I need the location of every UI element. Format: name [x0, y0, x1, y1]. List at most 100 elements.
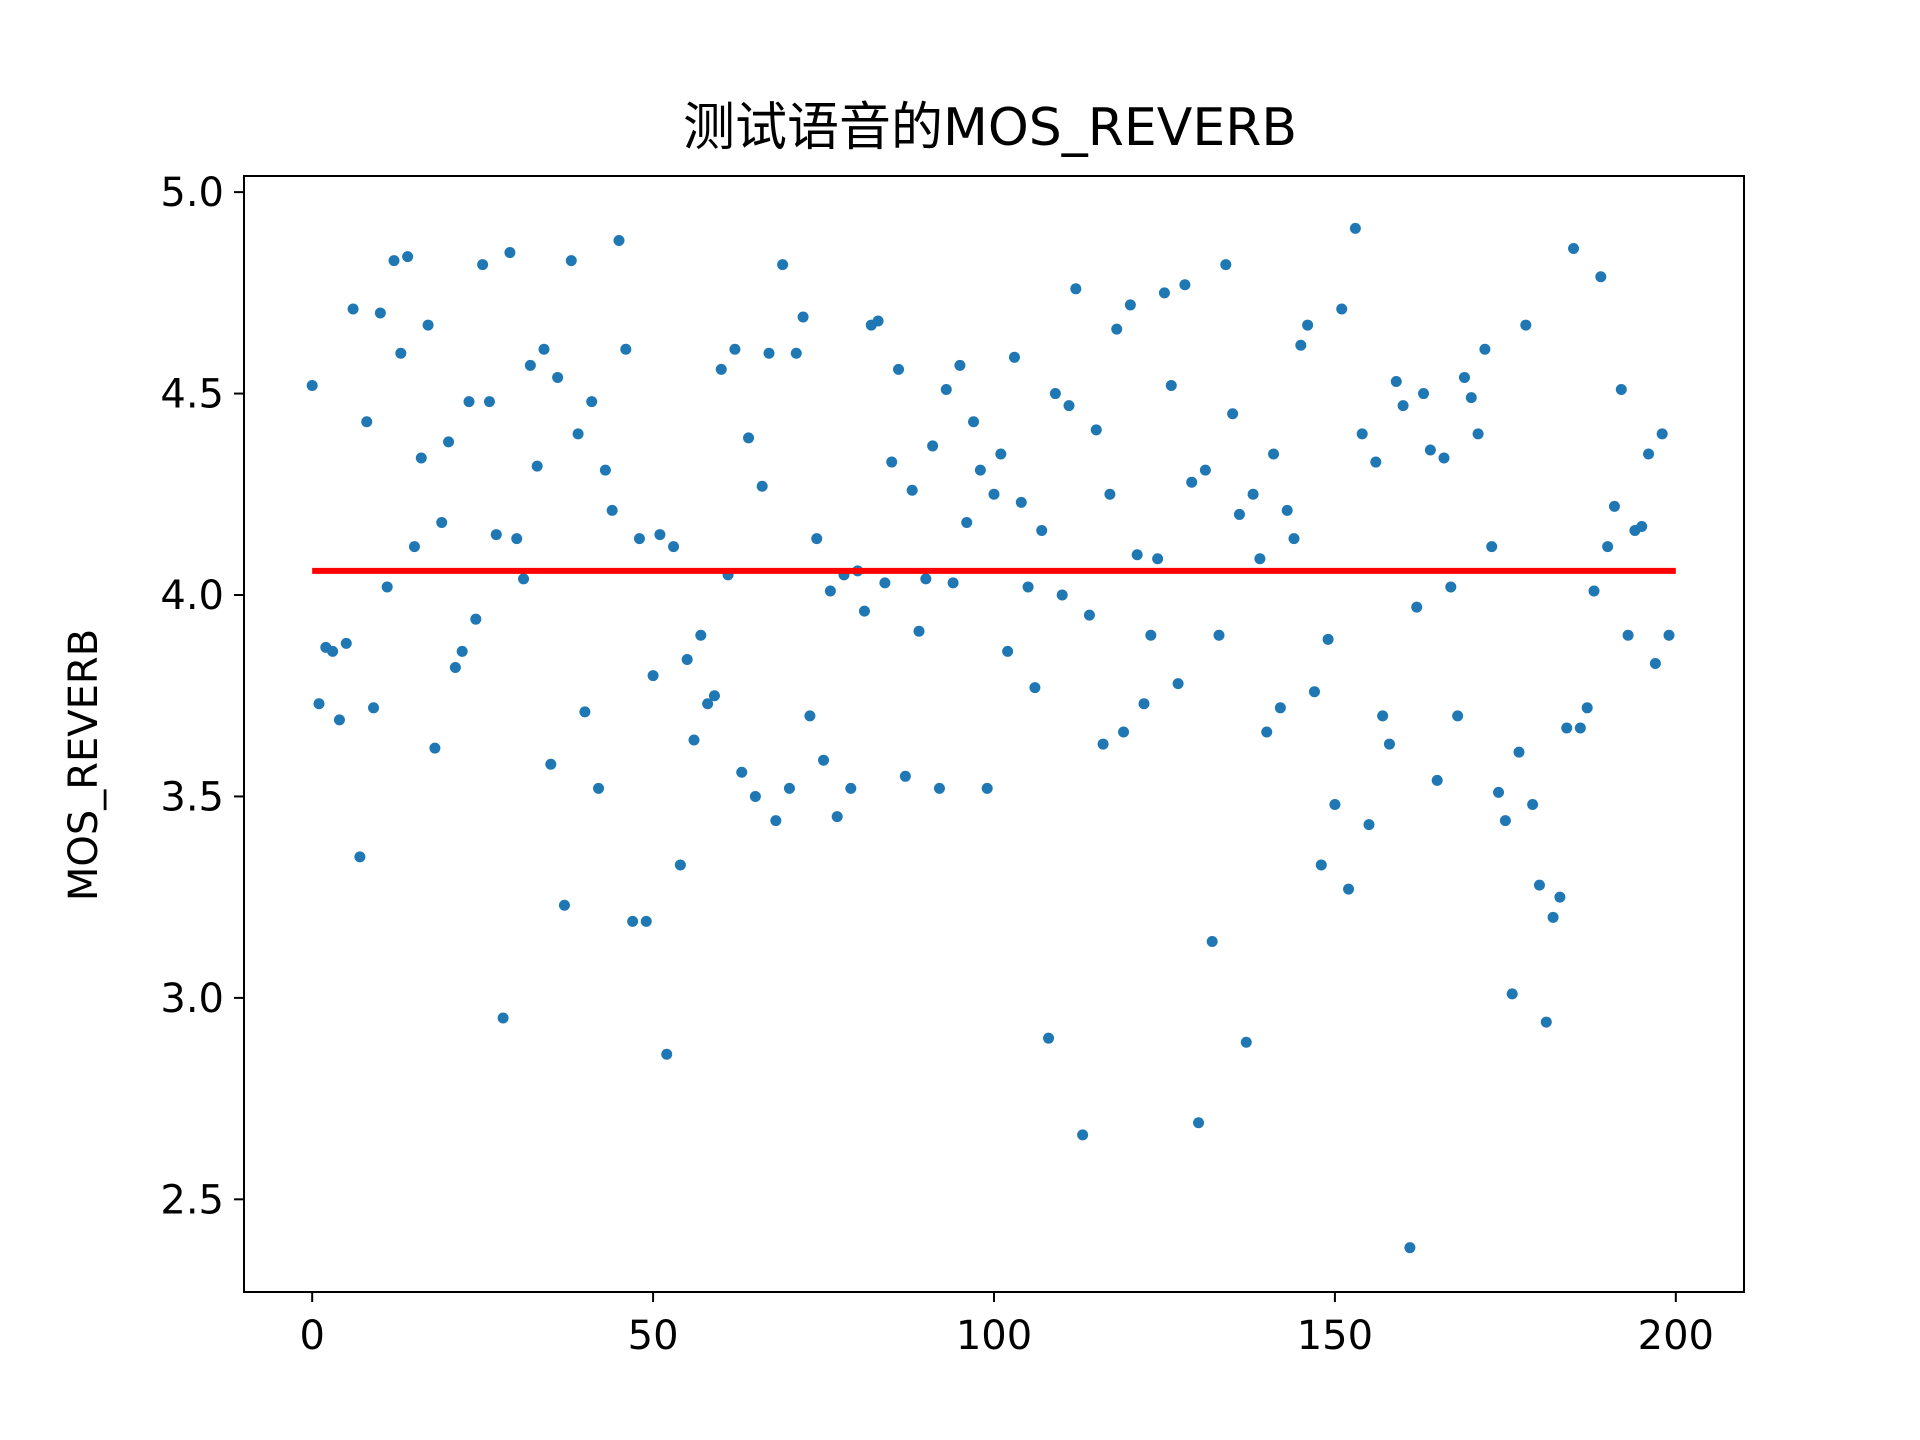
data-point [695, 629, 707, 641]
data-point [1356, 428, 1368, 440]
data-point [1486, 541, 1498, 553]
y-tick-label: 2.5 [160, 1177, 224, 1223]
data-point [1315, 859, 1327, 871]
data-point [736, 766, 748, 778]
data-point [661, 1048, 673, 1060]
data-point [633, 533, 645, 545]
data-point [1397, 400, 1409, 412]
data-point [1322, 633, 1334, 645]
data-point [1165, 380, 1177, 392]
data-point [1608, 500, 1620, 512]
data-point [783, 782, 795, 794]
data-point [470, 613, 482, 625]
data-point [674, 859, 686, 871]
data-point [743, 432, 755, 444]
data-point [763, 347, 775, 359]
data-point [947, 577, 959, 589]
data-point [1247, 488, 1259, 500]
data-point [777, 259, 789, 271]
data-point [1533, 879, 1545, 891]
data-point [1370, 456, 1382, 468]
data-point [1274, 702, 1286, 714]
chart-title: 测试语音的MOS_REVERB [683, 98, 1297, 158]
data-point [436, 516, 448, 528]
data-point [381, 581, 393, 593]
data-point [1581, 702, 1593, 714]
data-point [1574, 722, 1586, 734]
data-point [804, 710, 816, 722]
data-point [824, 585, 836, 597]
data-point [518, 573, 530, 585]
data-point [715, 363, 727, 375]
data-point [1308, 686, 1320, 698]
data-point [1465, 392, 1477, 404]
data-point [756, 480, 768, 492]
data-point [368, 702, 380, 714]
data-point [477, 259, 489, 271]
data-point [1295, 339, 1307, 351]
x-axis-ticks: 0 50 100 150 200 [299, 1292, 1714, 1359]
data-point [1186, 476, 1198, 488]
data-point [954, 359, 966, 371]
data-point [1172, 678, 1184, 690]
y-tick-label: 3.0 [160, 976, 224, 1022]
data-point [940, 384, 952, 396]
data-point [606, 504, 618, 516]
data-point [1383, 738, 1395, 750]
data-point [1022, 581, 1034, 593]
data-point [415, 452, 427, 464]
data-point [974, 464, 986, 476]
data-point [1390, 375, 1402, 387]
data-point [463, 396, 475, 408]
data-point [538, 343, 550, 355]
data-point [872, 315, 884, 327]
data-point [1213, 629, 1225, 641]
data-point [1179, 279, 1191, 291]
data-point [449, 662, 461, 674]
data-point [1363, 819, 1375, 831]
data-point [497, 1012, 509, 1024]
data-point [1663, 629, 1675, 641]
data-point [627, 915, 639, 927]
data-point [599, 464, 611, 476]
plot-area-frame [243, 175, 1745, 1293]
data-point [1077, 1129, 1089, 1141]
data-point [620, 343, 632, 355]
data-point [1199, 464, 1211, 476]
data-point [961, 516, 973, 528]
data-point [1049, 388, 1061, 400]
data-point [1349, 222, 1361, 234]
data-point [1479, 343, 1491, 355]
y-tick-label: 5.0 [160, 170, 224, 216]
data-point [702, 698, 714, 710]
data-point [729, 343, 741, 355]
data-point [1411, 601, 1423, 613]
data-point [893, 363, 905, 375]
data-point [933, 782, 945, 794]
data-point [1499, 815, 1511, 827]
data-point [1138, 698, 1150, 710]
data-point [1602, 541, 1614, 553]
data-point [313, 698, 325, 710]
data-point [1227, 408, 1239, 420]
data-point [688, 734, 700, 746]
data-point [1063, 400, 1075, 412]
data-point [1438, 452, 1450, 464]
data-point [1145, 629, 1157, 641]
y-tick-label: 4.5 [160, 372, 224, 418]
data-point [770, 815, 782, 827]
data-point [1424, 444, 1436, 456]
data-point [1418, 388, 1430, 400]
data-point [708, 690, 720, 702]
data-point [1561, 722, 1573, 734]
y-tick-label: 4.0 [160, 573, 224, 619]
x-tick-label: 100 [956, 1313, 1032, 1359]
data-point [1152, 553, 1164, 565]
data-point [490, 529, 502, 541]
data-point [443, 436, 455, 448]
data-point [981, 782, 993, 794]
data-point [858, 605, 870, 617]
data-point [1458, 371, 1470, 383]
data-point [1636, 521, 1648, 533]
